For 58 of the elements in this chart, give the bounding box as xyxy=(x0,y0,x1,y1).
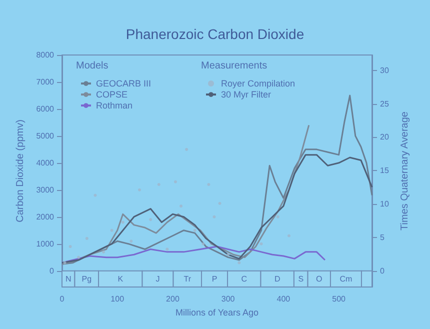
band-label: P xyxy=(212,274,218,284)
x-tick-label: 200 xyxy=(166,294,180,304)
line-series xyxy=(61,154,373,264)
band-label: K xyxy=(118,274,124,284)
point xyxy=(226,253,230,256)
y2-tick-label: 20 xyxy=(380,132,390,142)
legend-label: Royer Compilation xyxy=(221,78,296,88)
y-tick-label: 0 xyxy=(50,266,55,276)
x-tick-label: 500 xyxy=(332,294,346,304)
band-label: Cm xyxy=(340,274,353,284)
x-tick-label: 300 xyxy=(221,294,236,304)
y-axis-title: Carbon Dioxide (ppmv) xyxy=(14,120,26,222)
y2-axis-title: Times Quaternary Average xyxy=(399,111,410,230)
annotation: Measurements xyxy=(201,60,268,72)
point xyxy=(130,240,133,243)
y2-tick-label: 15 xyxy=(380,166,390,176)
point xyxy=(193,228,196,232)
y-tick-label: 8000 xyxy=(36,50,55,60)
point xyxy=(102,250,106,254)
y2-tick-label: 30 xyxy=(380,66,390,75)
band-label: J xyxy=(156,274,160,284)
point xyxy=(63,261,66,264)
legend-label: Rothman xyxy=(96,100,133,110)
band-label: Pg xyxy=(82,274,92,284)
legend-label: 30 Myr Filter xyxy=(221,90,272,100)
y-tick-label: 6000 xyxy=(36,104,55,114)
annotation: Models xyxy=(76,60,108,72)
y-tick-label: 2000 xyxy=(36,212,55,222)
point xyxy=(121,220,124,224)
legend-label: GEOCARB III xyxy=(96,78,152,88)
point xyxy=(77,256,80,259)
y-tick-label: 1000 xyxy=(36,239,55,248)
x-tick-label: 400 xyxy=(276,294,291,304)
band-label: D xyxy=(274,274,280,284)
y2-tick-label: 0 xyxy=(380,266,385,276)
band-label: Tr xyxy=(184,274,192,284)
y-tick-label: 7000 xyxy=(36,77,55,86)
line-series xyxy=(61,246,326,264)
band-label: O xyxy=(316,274,322,284)
point xyxy=(260,242,263,246)
x-axis-title: Millions of Years Ago xyxy=(175,307,259,318)
point xyxy=(276,215,280,218)
y2-tick-label: 10 xyxy=(380,200,390,209)
band-label: C xyxy=(241,274,248,284)
legend-label: COPSE xyxy=(96,90,128,100)
point xyxy=(202,242,205,246)
y-tick-label: 3000 xyxy=(36,185,55,194)
y2-tick-label: 25 xyxy=(380,99,390,108)
y-tick-label: 5000 xyxy=(36,131,55,140)
y2-tick-label: 5 xyxy=(380,233,385,242)
x-tick-label: 0 xyxy=(60,294,65,304)
y-tick-label: 4000 xyxy=(36,158,55,168)
line-series xyxy=(61,124,310,265)
point xyxy=(166,248,169,251)
chart-title: Phanerozoic Carbon Dioxide xyxy=(126,26,304,42)
band-label: S xyxy=(298,274,304,284)
x-tick-label: 100 xyxy=(110,294,125,304)
band-label: N xyxy=(65,274,72,284)
